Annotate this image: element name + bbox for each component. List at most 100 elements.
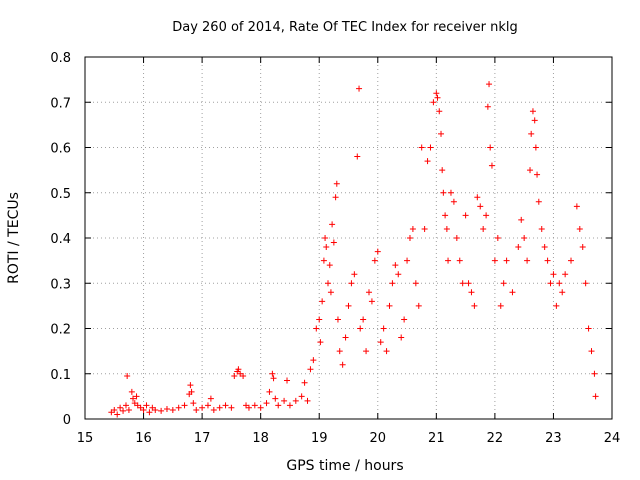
data-point bbox=[310, 357, 317, 364]
x-tick-label: 15 bbox=[77, 431, 94, 446]
data-point bbox=[588, 348, 595, 355]
data-point bbox=[515, 244, 522, 251]
y-tick-label: 0.8 bbox=[50, 51, 71, 66]
data-point bbox=[317, 339, 324, 346]
data-point bbox=[491, 257, 498, 264]
data-point bbox=[323, 244, 330, 251]
data-point bbox=[494, 235, 501, 241]
data-point bbox=[547, 280, 554, 287]
data-point bbox=[365, 289, 372, 296]
data-point bbox=[392, 262, 399, 269]
data-point bbox=[319, 298, 326, 305]
data-point bbox=[169, 406, 176, 413]
data-point bbox=[544, 257, 551, 264]
data-point bbox=[356, 85, 363, 92]
data-point bbox=[559, 289, 566, 296]
data-point bbox=[363, 348, 370, 355]
data-point bbox=[418, 144, 425, 151]
data-point bbox=[342, 334, 349, 341]
data-point bbox=[345, 302, 352, 309]
data-point bbox=[245, 404, 252, 411]
data-point bbox=[193, 406, 200, 413]
data-point bbox=[440, 189, 447, 196]
data-point bbox=[480, 225, 487, 232]
data-point bbox=[371, 257, 378, 264]
data-point bbox=[445, 257, 452, 264]
y-tick-label: 0.4 bbox=[50, 232, 71, 247]
data-point bbox=[500, 280, 507, 287]
y-tick-label: 0.2 bbox=[50, 323, 71, 338]
data-point bbox=[401, 316, 408, 323]
data-point bbox=[465, 280, 472, 287]
data-point bbox=[582, 280, 589, 287]
data-point bbox=[117, 404, 124, 411]
data-point bbox=[351, 271, 358, 278]
data-point bbox=[556, 280, 563, 287]
x-tick-label: 16 bbox=[135, 431, 152, 446]
data-point bbox=[528, 130, 535, 137]
data-point bbox=[430, 99, 437, 106]
data-point bbox=[585, 325, 592, 332]
data-point bbox=[438, 130, 445, 137]
data-point bbox=[427, 144, 434, 151]
data-point bbox=[332, 194, 339, 201]
data-point bbox=[456, 257, 463, 264]
x-tick-label: 17 bbox=[194, 431, 211, 446]
data-point bbox=[263, 400, 270, 407]
data-point bbox=[199, 404, 206, 411]
data-point bbox=[439, 167, 446, 174]
data-point bbox=[231, 373, 238, 380]
data-point bbox=[124, 373, 131, 380]
data-point bbox=[307, 366, 314, 373]
data-point bbox=[592, 393, 599, 400]
x-tick-label: 22 bbox=[487, 431, 504, 446]
data-point bbox=[509, 289, 516, 296]
data-point bbox=[529, 108, 536, 115]
data-point bbox=[222, 402, 229, 409]
data-point bbox=[158, 407, 165, 414]
data-point bbox=[450, 198, 457, 205]
data-point bbox=[443, 225, 450, 232]
data-point bbox=[360, 316, 367, 323]
data-point bbox=[404, 257, 411, 264]
data-point bbox=[474, 194, 481, 201]
data-point bbox=[573, 203, 580, 210]
data-point bbox=[334, 316, 341, 323]
data-point bbox=[412, 280, 419, 287]
data-point bbox=[487, 144, 494, 151]
chart-title: Day 260 of 2014, Rate Of TEC Index for r… bbox=[172, 20, 518, 35]
data-point bbox=[535, 198, 542, 205]
data-point bbox=[188, 388, 195, 395]
data-point bbox=[368, 298, 375, 305]
data-point bbox=[415, 302, 422, 309]
data-point bbox=[292, 397, 299, 404]
data-point bbox=[187, 382, 194, 389]
x-axis-label: GPS time / hours bbox=[286, 458, 403, 474]
data-points bbox=[108, 81, 599, 418]
data-point bbox=[210, 406, 217, 413]
data-point bbox=[553, 302, 560, 309]
data-point bbox=[453, 235, 460, 241]
data-point bbox=[181, 402, 188, 409]
data-point bbox=[406, 235, 413, 241]
data-point bbox=[442, 212, 449, 219]
data-point bbox=[398, 334, 405, 341]
data-point bbox=[497, 302, 504, 309]
data-point bbox=[409, 225, 416, 232]
x-tick-label: 19 bbox=[311, 431, 328, 446]
data-point bbox=[339, 361, 346, 368]
data-point bbox=[354, 153, 361, 160]
data-point bbox=[524, 257, 531, 264]
data-point bbox=[348, 280, 355, 287]
data-point bbox=[576, 225, 583, 232]
data-point bbox=[122, 402, 129, 409]
data-point bbox=[190, 400, 197, 407]
data-point bbox=[272, 395, 279, 402]
data-point bbox=[133, 393, 140, 400]
data-point bbox=[120, 407, 127, 414]
data-point bbox=[484, 103, 491, 110]
y-axis-label: ROTI / TECUs bbox=[6, 192, 22, 284]
data-point bbox=[591, 370, 598, 377]
plot-frame bbox=[84, 56, 613, 420]
